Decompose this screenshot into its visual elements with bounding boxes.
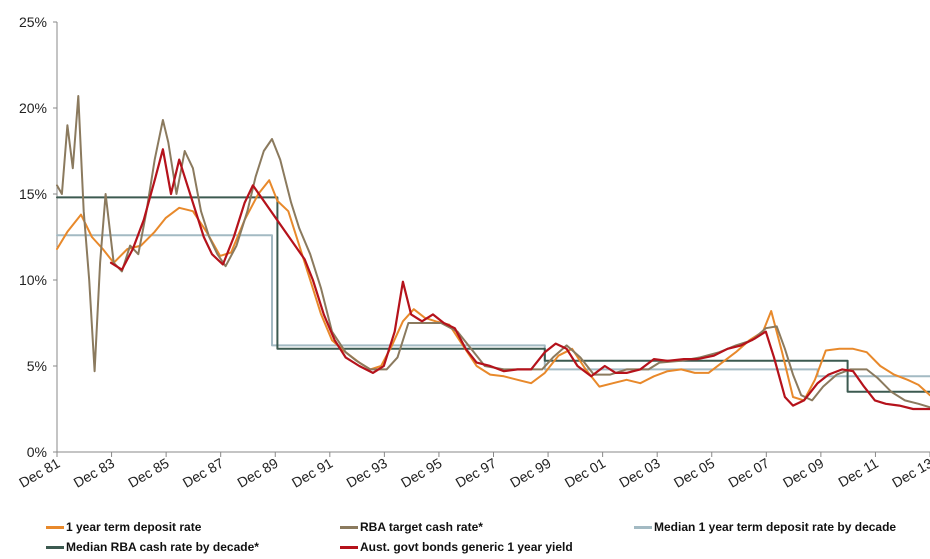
y-tick-label: 20% (19, 100, 47, 116)
x-tick-label: Dec 91 (289, 455, 336, 491)
x-tick-label: Dec 97 (453, 455, 500, 491)
legend-label: Median RBA cash rate by decade* (66, 540, 259, 554)
legend-label: 1 year term deposit rate (66, 520, 202, 534)
x-tick-label: Dec 93 (343, 455, 390, 491)
chart: 0%5%10%15%20%25% Dec 81 Dec 83 Dec 85 Dec 8… (16, 14, 930, 491)
series-line-0 (56, 179, 930, 402)
y-axis: 0% 5% 10% 15% 20% 25% (19, 14, 58, 460)
legend-item: RBA target cash rate* (340, 520, 483, 534)
x-tick-label: Dec 81 (16, 455, 63, 491)
legend-swatch (46, 545, 64, 549)
x-tick-label: Dec 99 (507, 455, 554, 491)
series-lines (56, 95, 930, 411)
x-tick-label: Dec 05 (671, 455, 718, 491)
legend-swatch (340, 545, 358, 549)
x-tick-label: Dec 83 (71, 455, 118, 491)
legend-label: Median 1 year term deposit rate by decad… (654, 520, 897, 534)
x-tick-label: Dec 11 (835, 455, 881, 491)
series-line-4 (109, 148, 930, 411)
y-tick-label: 0% (27, 444, 47, 460)
x-tick-label: Dec 07 (725, 455, 772, 491)
x-axis: Dec 81 Dec 83 Dec 85 Dec 87 Dec 89 Dec 91 Dec … (16, 451, 930, 491)
x-tick-label: Dec 13 (889, 455, 930, 491)
legend-item: Median RBA cash rate by decade* (46, 540, 259, 554)
legend-item: Median 1 year term deposit rate by decad… (634, 520, 896, 534)
x-tick-label: Dec 09 (780, 455, 827, 491)
y-tick-label: 5% (27, 358, 47, 374)
x-tick-label: Dec 03 (616, 455, 663, 491)
x-tick-label: Dec 87 (180, 455, 227, 491)
legend-label: Aust. govt bonds generic 1 year yield (360, 540, 573, 554)
x-tick-label: Dec 89 (234, 455, 281, 491)
legend-swatch (634, 525, 652, 529)
legend-item: 1 year term deposit rate (46, 520, 201, 534)
x-tick-label: Dec 95 (398, 455, 445, 491)
series-line-3 (56, 196, 930, 393)
legend: 1 year term deposit rate RBA target cash… (0, 512, 930, 559)
x-tick-label: Dec 85 (125, 455, 172, 491)
legend-swatch (46, 525, 64, 529)
legend-label: RBA target cash rate* (360, 520, 483, 534)
y-tick-label: 10% (19, 272, 47, 288)
legend-item: Aust. govt bonds generic 1 year yield (340, 540, 573, 554)
x-tick-label: Dec 01 (562, 455, 609, 491)
y-tick-label: 15% (19, 186, 47, 202)
series-line-2 (56, 234, 930, 378)
y-tick-label: 25% (19, 14, 47, 30)
legend-swatch (340, 525, 358, 529)
